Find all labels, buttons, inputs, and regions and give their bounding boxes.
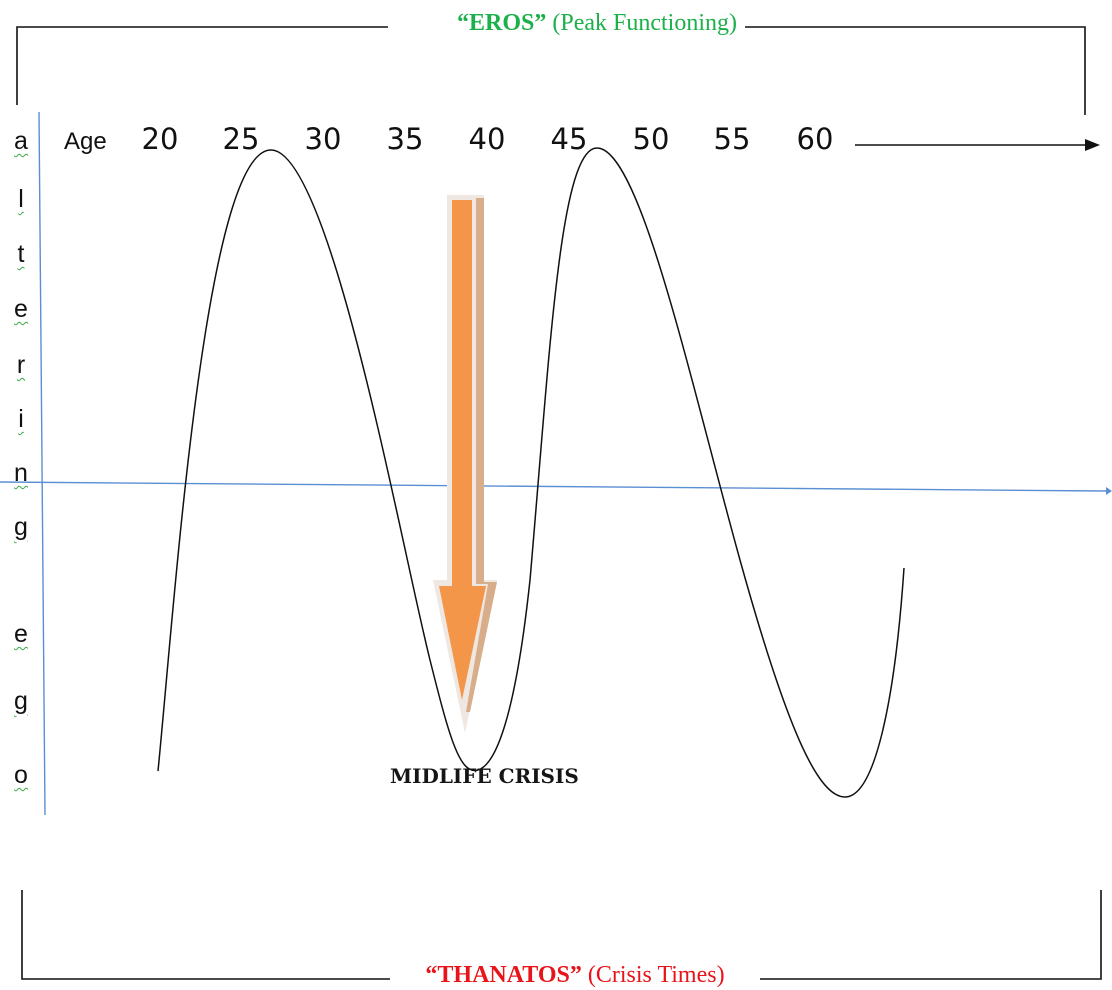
vertical-axis bbox=[38, 111, 46, 816]
life-curve bbox=[157, 147, 905, 798]
age-axis-arrowhead bbox=[1085, 139, 1100, 151]
age-tick-25: 25 bbox=[222, 122, 260, 156]
eros-label: “EROS” bbox=[457, 10, 547, 36]
vertical-letter: i bbox=[18, 405, 24, 433]
vertical-letter: g bbox=[14, 687, 28, 715]
midlife-arrow bbox=[433, 195, 497, 733]
age-tick-50: 50 bbox=[632, 122, 670, 156]
thanatos-subtitle: (Crisis Times) bbox=[587, 962, 725, 988]
thanatos-bracket-left bbox=[21, 890, 390, 980]
eros-bracket bbox=[16, 26, 388, 105]
age-tick-60: 60 bbox=[796, 122, 834, 156]
age-tick-30: 30 bbox=[304, 122, 342, 156]
age-tick-45: 45 bbox=[550, 122, 588, 156]
eros-subtitle: (Peak Functioning) bbox=[552, 10, 737, 36]
thanatos-label: “THANATOS” bbox=[425, 962, 582, 988]
vertical-letter: e bbox=[14, 295, 28, 323]
thanatos-bracket-right bbox=[760, 890, 1102, 980]
vertical-letter: a bbox=[14, 127, 28, 155]
eros-heading: “EROS” (Peak Functioning) bbox=[392, 8, 802, 38]
horizontal-axis bbox=[0, 481, 1107, 492]
age-tick-35: 35 bbox=[386, 122, 424, 156]
age-tick-40: 40 bbox=[468, 122, 506, 156]
age-axis-label: Age bbox=[64, 128, 107, 155]
eros-bracket-right bbox=[745, 26, 1086, 115]
midlife-crisis-label: MIDLIFE CRISIS bbox=[390, 764, 579, 788]
vertical-letter: o bbox=[14, 761, 28, 789]
age-tick-55: 55 bbox=[713, 122, 751, 156]
vertical-letter: n bbox=[14, 459, 28, 487]
vertical-letter: g bbox=[14, 513, 28, 541]
vertical-letter: r bbox=[16, 351, 26, 379]
vertical-letter: e bbox=[14, 620, 28, 648]
vertical-letter: l bbox=[18, 185, 24, 213]
vertical-letter: t bbox=[17, 240, 25, 268]
horizontal-axis-arrowhead bbox=[1106, 487, 1112, 495]
age-tick-20: 20 bbox=[141, 122, 179, 156]
thanatos-heading: “THANATOS” (Crisis Times) bbox=[390, 960, 760, 990]
